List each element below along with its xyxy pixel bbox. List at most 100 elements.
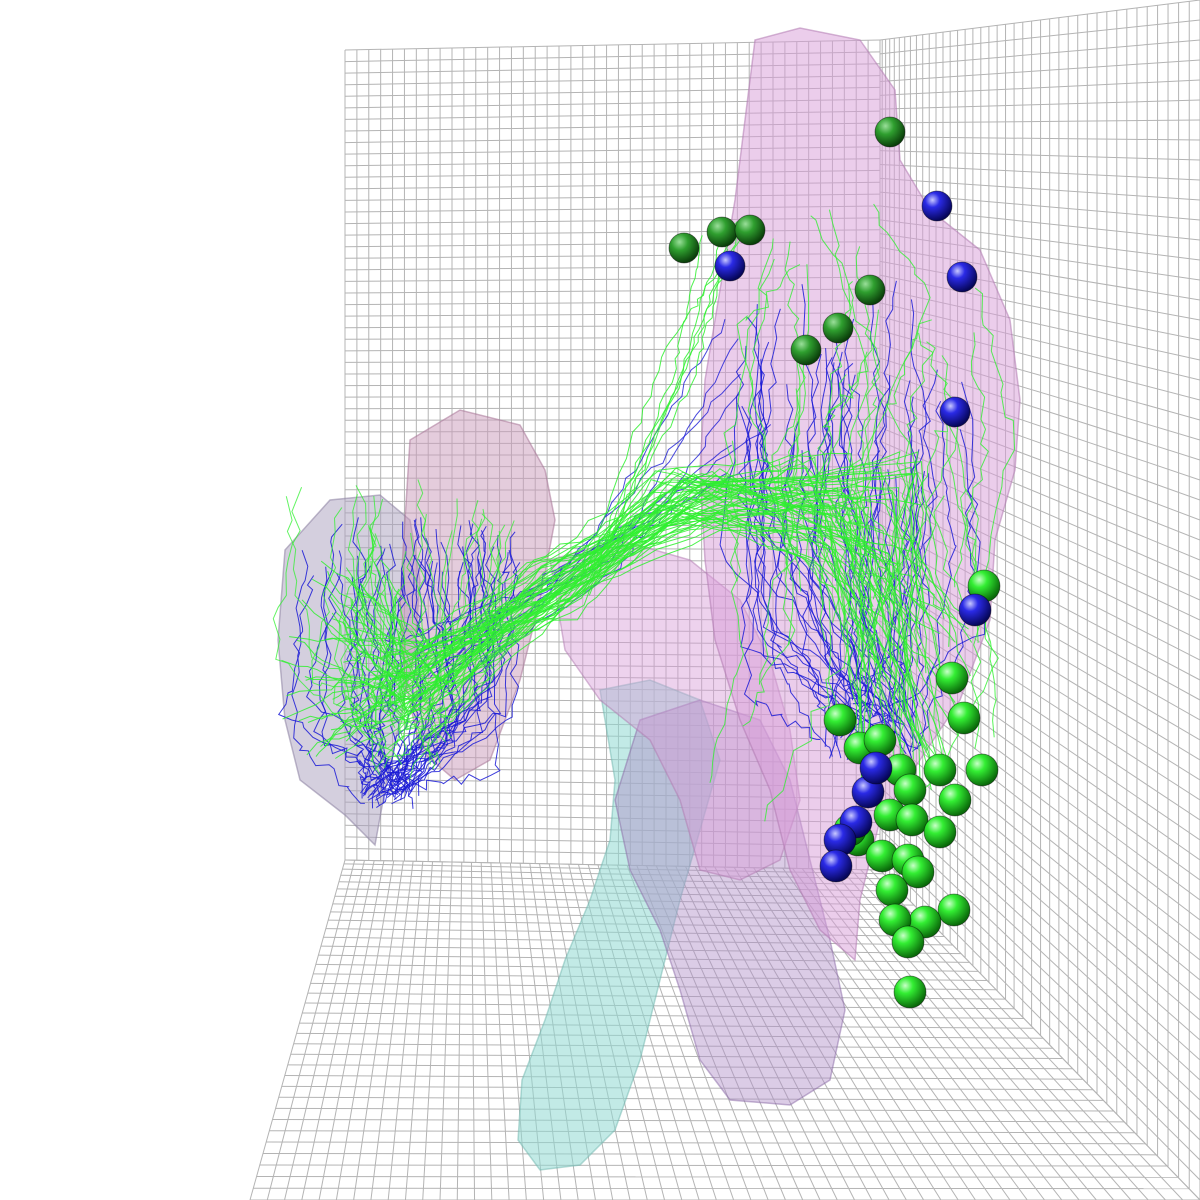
neuron-trace bbox=[398, 479, 427, 760]
neuron-trace bbox=[801, 284, 917, 719]
blue-soma[interactable] bbox=[939, 396, 971, 428]
grid-line bbox=[480, 862, 493, 1200]
neuron-trace bbox=[311, 451, 919, 797]
green-soma[interactable] bbox=[822, 312, 854, 344]
grid-line bbox=[266, 860, 356, 1200]
green-soma[interactable] bbox=[901, 855, 935, 889]
neuron-trace bbox=[824, 314, 858, 747]
neuron-trace bbox=[408, 546, 491, 796]
neuron-trace bbox=[367, 559, 426, 799]
green-soma[interactable] bbox=[935, 661, 969, 695]
grid-line bbox=[879, 39, 1200, 69]
grid-line bbox=[278, 1096, 1104, 1101]
grid-line bbox=[284, 860, 365, 1200]
neuron-trace bbox=[834, 351, 874, 607]
grid-line bbox=[284, 1075, 1083, 1080]
green-soma[interactable] bbox=[947, 701, 981, 735]
neuron-trace bbox=[789, 353, 860, 707]
grid-line bbox=[305, 1002, 1015, 1010]
grid-line bbox=[694, 866, 873, 1200]
green-soma[interactable] bbox=[874, 116, 906, 148]
green-soma[interactable] bbox=[863, 723, 897, 757]
neuron-trace bbox=[335, 480, 911, 715]
grid-line bbox=[470, 862, 476, 1200]
blue-soma[interactable] bbox=[958, 593, 992, 627]
grid-line bbox=[879, 150, 1200, 161]
blue-soma[interactable] bbox=[946, 261, 978, 293]
neuron-trace bbox=[817, 374, 847, 734]
neuron-trace bbox=[373, 533, 441, 763]
grid-line bbox=[704, 866, 890, 1200]
grid-line bbox=[879, 99, 1200, 110]
grid-line bbox=[275, 1107, 1114, 1112]
grid-line bbox=[281, 1085, 1094, 1091]
grid-line bbox=[665, 865, 821, 1200]
neuron-trace bbox=[588, 233, 723, 596]
grid-line bbox=[879, 758, 1200, 1041]
green-soma[interactable] bbox=[895, 803, 929, 837]
grid-line bbox=[272, 1118, 1125, 1123]
grid-line bbox=[256, 1176, 1178, 1178]
grid-line bbox=[879, 800, 1200, 1101]
grid-line bbox=[879, 0, 1200, 41]
grid-line bbox=[370, 861, 414, 1200]
green-soma[interactable] bbox=[937, 893, 971, 927]
grid-line bbox=[335, 860, 395, 1200]
grid-line bbox=[753, 867, 976, 1200]
grid-line bbox=[772, 867, 1011, 1200]
neuron-trace bbox=[764, 351, 810, 560]
neuron-trace bbox=[844, 396, 885, 701]
grid-line bbox=[490, 862, 510, 1200]
neuron-trace bbox=[837, 203, 931, 527]
grid-line bbox=[879, 79, 1200, 96]
neuron-trace bbox=[315, 488, 865, 781]
grid-line bbox=[353, 861, 404, 1200]
neuron-trace bbox=[382, 474, 885, 683]
green-soma[interactable] bbox=[893, 975, 927, 1009]
grid-line bbox=[290, 1053, 1063, 1059]
grid-line bbox=[655, 865, 804, 1200]
neuron-trace bbox=[277, 575, 401, 783]
green-soma[interactable] bbox=[854, 274, 886, 306]
grid-line bbox=[879, 745, 1200, 1021]
grid-line bbox=[299, 1022, 1034, 1029]
green-soma[interactable] bbox=[734, 214, 766, 246]
neuron-trace bbox=[590, 235, 703, 583]
green-soma[interactable] bbox=[668, 232, 700, 264]
blue-soma[interactable] bbox=[819, 849, 853, 883]
neuron-trace bbox=[885, 319, 965, 607]
neuron-trace bbox=[723, 258, 775, 582]
green-soma[interactable] bbox=[875, 873, 909, 907]
green-soma[interactable] bbox=[706, 216, 738, 248]
blue-soma[interactable] bbox=[714, 250, 746, 282]
grid-line bbox=[259, 1164, 1168, 1167]
green-soma[interactable] bbox=[790, 334, 822, 366]
neuron-trace bbox=[896, 495, 945, 767]
neuron-trace bbox=[355, 485, 406, 723]
neuron-trace bbox=[758, 368, 875, 750]
grid-line bbox=[296, 1032, 1044, 1039]
neuron-trace bbox=[362, 552, 509, 795]
blue-soma[interactable] bbox=[859, 751, 893, 785]
grid-line bbox=[879, 59, 1200, 82]
green-soma[interactable] bbox=[923, 815, 957, 849]
neuron-trace bbox=[386, 520, 473, 799]
neuron-trace bbox=[851, 381, 986, 746]
grid-line bbox=[821, 868, 1097, 1200]
grid-line bbox=[318, 860, 385, 1200]
neuron-trace bbox=[291, 550, 365, 804]
green-soma[interactable] bbox=[965, 753, 999, 787]
green-soma[interactable] bbox=[823, 703, 857, 737]
green-soma[interactable] bbox=[923, 753, 957, 787]
neuron-trace bbox=[783, 384, 871, 721]
green-soma[interactable] bbox=[891, 925, 925, 959]
grid-line bbox=[387, 861, 424, 1200]
neuron-trace bbox=[325, 467, 942, 787]
green-soma[interactable] bbox=[938, 783, 972, 817]
grid-line bbox=[879, 136, 1200, 141]
neuron-trace bbox=[359, 450, 923, 645]
grid-line bbox=[249, 859, 346, 1200]
blue-soma[interactable] bbox=[921, 190, 953, 222]
neuron-trace bbox=[916, 407, 952, 782]
